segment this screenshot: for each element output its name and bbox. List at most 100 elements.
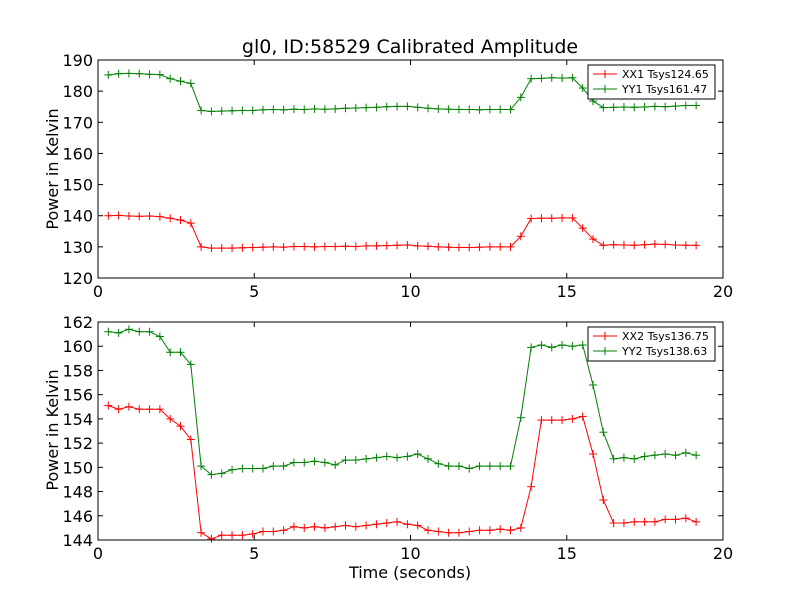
data-point bbox=[217, 107, 226, 116]
data-point bbox=[269, 242, 278, 251]
data-point bbox=[630, 454, 639, 463]
series-line-2 bbox=[108, 328, 697, 476]
data-point bbox=[166, 414, 175, 423]
data-point bbox=[413, 241, 422, 250]
data-point bbox=[248, 464, 257, 473]
data-point bbox=[362, 241, 371, 250]
y-tick-label: 180 bbox=[62, 82, 93, 101]
data-point bbox=[506, 242, 515, 251]
bottom-axes: 0 5 10 15 20 144 146 148 150 152 154 156 158 160 162 bbox=[62, 313, 733, 563]
data-point bbox=[475, 462, 484, 471]
data-point bbox=[465, 243, 474, 252]
data-point bbox=[238, 106, 247, 115]
data-point bbox=[217, 531, 226, 540]
data-point bbox=[568, 342, 577, 351]
data-point bbox=[630, 517, 639, 526]
data-point bbox=[207, 107, 216, 116]
bottom-subplot: 0 5 10 15 20 144 146 148 150 152 154 156 158 160 162 P… bbox=[43, 313, 733, 582]
legend-label: YY2 Tsys138.63 bbox=[621, 345, 707, 358]
data-point bbox=[114, 328, 123, 337]
data-point bbox=[393, 102, 402, 111]
data-point bbox=[558, 213, 567, 222]
data-point bbox=[341, 456, 350, 465]
y-tick-label: 160 bbox=[62, 144, 93, 163]
data-point bbox=[382, 519, 391, 528]
data-point bbox=[269, 462, 278, 471]
data-point bbox=[331, 104, 340, 113]
data-point bbox=[289, 458, 298, 467]
data-point bbox=[403, 520, 412, 529]
data-point bbox=[155, 70, 164, 79]
data-point bbox=[465, 105, 474, 114]
data-point bbox=[362, 521, 371, 530]
y-tick-label: 170 bbox=[62, 113, 93, 132]
y-tick-label: 152 bbox=[62, 434, 93, 453]
x-tick-label: 5 bbox=[249, 544, 259, 563]
data-point bbox=[527, 214, 536, 223]
data-point bbox=[403, 452, 412, 461]
data-point bbox=[434, 527, 443, 536]
data-point bbox=[155, 332, 164, 341]
data-point bbox=[114, 405, 123, 414]
top-y-axis-label: Power in Kelvin bbox=[43, 108, 62, 229]
data-point bbox=[217, 469, 226, 478]
data-point bbox=[496, 242, 505, 251]
y-tick-label: 130 bbox=[62, 238, 93, 257]
y-tick-label: 190 bbox=[62, 51, 93, 70]
data-point bbox=[527, 74, 536, 83]
x-tick-label: 0 bbox=[93, 544, 103, 563]
data-point bbox=[372, 453, 381, 462]
data-point bbox=[228, 531, 237, 540]
legend-box bbox=[587, 64, 716, 100]
data-point bbox=[650, 240, 659, 249]
y-tick-label: 156 bbox=[62, 386, 93, 405]
data-point bbox=[372, 103, 381, 112]
data-point bbox=[382, 102, 391, 111]
data-point bbox=[393, 453, 402, 462]
top-legend: XX1 Tsys124.65 YY1 Tsys161.47 bbox=[587, 64, 716, 100]
data-point bbox=[516, 413, 525, 422]
data-point bbox=[124, 402, 133, 411]
data-point bbox=[454, 528, 463, 537]
data-point bbox=[568, 213, 577, 222]
data-point bbox=[527, 482, 536, 491]
data-point bbox=[671, 240, 680, 249]
data-point bbox=[331, 522, 340, 531]
data-point bbox=[692, 451, 701, 460]
data-point bbox=[547, 416, 556, 425]
data-point bbox=[289, 242, 298, 251]
data-point bbox=[403, 240, 412, 249]
data-point bbox=[661, 450, 670, 459]
legend-entry: YY2 Tsys138.63 bbox=[593, 345, 707, 358]
data-point bbox=[527, 343, 536, 352]
data-point bbox=[238, 243, 247, 252]
data-point bbox=[207, 534, 216, 543]
data-point bbox=[341, 104, 350, 113]
y-tick-label: 160 bbox=[62, 337, 93, 356]
data-point bbox=[485, 526, 494, 535]
x-tick-label: 20 bbox=[713, 544, 733, 563]
data-point bbox=[609, 240, 618, 249]
series-line-1 bbox=[108, 405, 697, 540]
bottom-y-axis-label: Power in Kelvin bbox=[43, 369, 62, 490]
data-point bbox=[372, 241, 381, 250]
data-point bbox=[320, 105, 329, 114]
data-point bbox=[228, 465, 237, 474]
data-point bbox=[671, 102, 680, 111]
data-point bbox=[279, 105, 288, 114]
legend-label: XX2 Tsys136.75 bbox=[622, 330, 709, 343]
data-point bbox=[145, 70, 154, 79]
y-tick-label: 154 bbox=[62, 410, 93, 429]
y-tick-label: 120 bbox=[62, 269, 93, 288]
data-point bbox=[300, 242, 309, 251]
data-point bbox=[166, 348, 175, 357]
data-point bbox=[135, 327, 144, 336]
data-point bbox=[248, 243, 257, 252]
x-axis-label: Time (seconds) bbox=[348, 563, 471, 582]
data-point bbox=[640, 452, 649, 461]
data-point bbox=[124, 69, 133, 78]
data-point bbox=[207, 470, 216, 479]
legend-entry: XX1 Tsys124.65 bbox=[593, 68, 709, 81]
data-point bbox=[434, 459, 443, 468]
y-tick-label: 148 bbox=[62, 483, 93, 502]
